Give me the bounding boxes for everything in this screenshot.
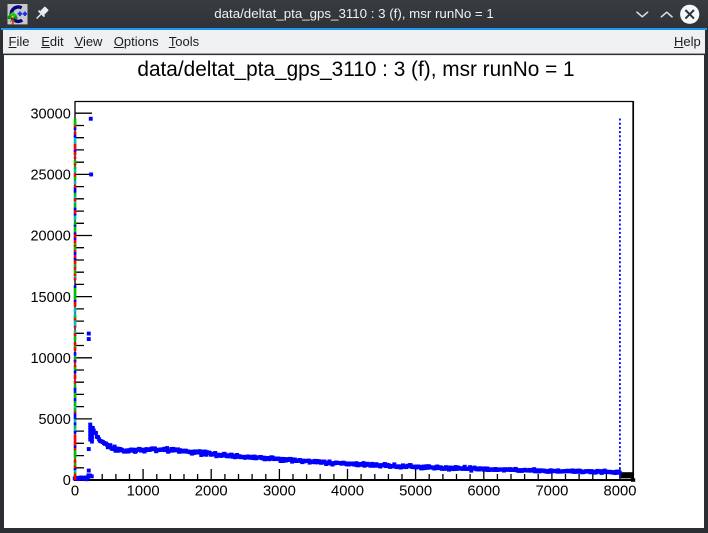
svg-text:20000: 20000 <box>30 229 70 245</box>
svg-text:5000: 5000 <box>39 412 71 428</box>
svg-text:5000: 5000 <box>399 484 432 500</box>
svg-text:8000: 8000 <box>604 484 637 500</box>
svg-text:7000: 7000 <box>535 484 568 500</box>
svg-text:0: 0 <box>71 484 79 500</box>
svg-text:15000: 15000 <box>30 290 70 306</box>
svg-text:data/deltat_pta_gps_3110 : 3 (: data/deltat_pta_gps_3110 : 3 (f), msr ru… <box>137 58 574 81</box>
svg-text:0: 0 <box>63 473 71 489</box>
svg-text:1000: 1000 <box>127 484 160 500</box>
svg-text:2000: 2000 <box>195 484 228 500</box>
svg-text:6000: 6000 <box>467 484 500 500</box>
svg-text:4000: 4000 <box>331 484 364 500</box>
svg-text:10000: 10000 <box>30 351 70 367</box>
svg-text:3000: 3000 <box>263 484 296 500</box>
svg-text:25000: 25000 <box>30 168 70 184</box>
svg-text:30000: 30000 <box>30 107 70 123</box>
